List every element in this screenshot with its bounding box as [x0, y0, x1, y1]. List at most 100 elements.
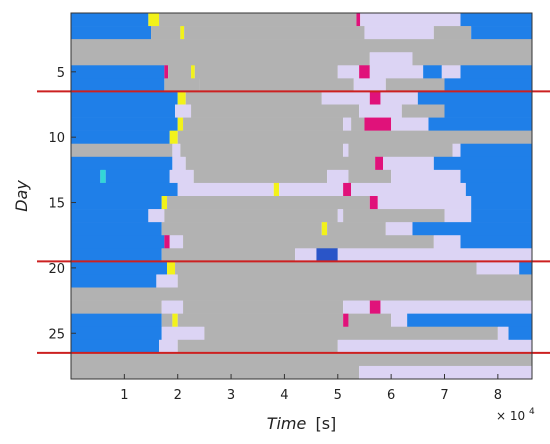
- heatmap-cell: [316, 248, 338, 262]
- separator-layer: [37, 90, 550, 354]
- x-axis-multiplier: × 10 4: [496, 407, 535, 423]
- heatmap-cell: [71, 117, 178, 131]
- heatmap-cell: [391, 117, 429, 131]
- heatmap-cell: [183, 300, 344, 314]
- heatmap-cell: [279, 182, 344, 197]
- heatmap-cell: [471, 196, 532, 210]
- heatmap-cell: [497, 326, 509, 341]
- heatmap-cell: [161, 222, 322, 236]
- heatmap-cell: [460, 65, 532, 79]
- heatmap-cell: [369, 52, 413, 66]
- heatmap-cell: [412, 222, 532, 236]
- y-tick-label: 15: [48, 197, 65, 212]
- heatmap-cell: [175, 104, 192, 118]
- x-axis-multiplier-base: × 10: [496, 409, 525, 423]
- heatmap-cell: [433, 26, 472, 40]
- heatmap-cell: [356, 13, 361, 27]
- heatmap-cell: [460, 13, 532, 27]
- x-axis-label-unit: [s]: [315, 414, 336, 433]
- heatmap-cell: [71, 365, 360, 380]
- heatmap-cell: [71, 313, 162, 328]
- y-tick-label: 25: [48, 327, 65, 342]
- heatmap-cell: [71, 196, 162, 210]
- heatmap-cell: [169, 130, 178, 145]
- heatmap-cell: [204, 326, 498, 341]
- heatmap-cell: [321, 222, 328, 236]
- heatmap-cell: [369, 91, 381, 105]
- x-tick-label: 1: [120, 388, 128, 403]
- heatmap-cell: [159, 13, 357, 27]
- heatmap-cell: [321, 91, 370, 105]
- heatmap-cell: [185, 91, 322, 105]
- heatmap-cell: [460, 143, 532, 158]
- heatmap-cell: [161, 326, 205, 341]
- heatmap-cell: [164, 209, 338, 223]
- heatmap-cell: [385, 222, 413, 236]
- heatmap-cell: [337, 339, 532, 354]
- x-tick-label: 5: [334, 388, 342, 403]
- x-axis-ticks: 1 2 3 4 5 6 7 8: [120, 374, 502, 403]
- heatmap-cell: [71, 26, 152, 40]
- heatmap-cell: [172, 313, 178, 328]
- heatmap-cell: [380, 91, 418, 105]
- heatmap-cell: [168, 65, 192, 79]
- heatmap-cell: [193, 169, 328, 184]
- heatmap-cell: [71, 222, 162, 236]
- heatmap-cell: [71, 352, 532, 367]
- heatmap-cell: [465, 182, 532, 197]
- heatmap-cell: [71, 143, 173, 158]
- heatmap-cell: [177, 130, 532, 145]
- heatmap-cell: [71, 339, 160, 354]
- heatmap-cell: [360, 13, 461, 27]
- heatmap-cell: [364, 26, 434, 40]
- heatmap-cell: [71, 39, 532, 53]
- heatmap-cell: [375, 156, 384, 171]
- heatmap-cell: [151, 26, 181, 40]
- heatmap-cell: [71, 130, 170, 145]
- cells-layer: [71, 13, 533, 380]
- heatmap-cell: [401, 104, 445, 118]
- y-axis-label: Day: [12, 180, 31, 212]
- heatmap-cell: [353, 78, 386, 92]
- heatmap-cell: [343, 143, 349, 158]
- heatmap-cell: [175, 261, 477, 275]
- heatmap-cell: [148, 209, 165, 223]
- heatmap-cell: [359, 365, 533, 380]
- heatmap-cell: [476, 261, 520, 275]
- heatmap-cell: [71, 209, 149, 223]
- heatmap-cell: [105, 169, 170, 184]
- heatmap-cell: [460, 235, 532, 249]
- x-tick-label: 4: [280, 388, 288, 403]
- heatmap-cell: [460, 169, 532, 184]
- heatmap-cell: [191, 104, 360, 118]
- heatmap-cell: [71, 274, 157, 288]
- heatmap-cell: [343, 209, 445, 223]
- heatmap-cell: [71, 52, 370, 66]
- heatmap-cell: [433, 156, 532, 171]
- heatmap-cell: [444, 78, 532, 92]
- heatmap-cell: [351, 117, 365, 131]
- heatmap-cell: [177, 91, 186, 105]
- y-axis-ticks: 5 10 15 20 25: [48, 66, 76, 342]
- heatmap-cell: [71, 287, 532, 301]
- x-tick-label: 8: [494, 388, 502, 403]
- heatmap-cell: [369, 65, 424, 79]
- x-axis-label-name: Time: [267, 414, 307, 433]
- heatmap-cell: [471, 209, 532, 223]
- heatmap-cell: [327, 169, 349, 184]
- heatmap-cell: [71, 300, 162, 314]
- heatmap-cell: [71, 13, 149, 27]
- heatmap-cell: [391, 313, 408, 328]
- x-tick-label: 3: [227, 388, 235, 403]
- heatmap-cell: [295, 248, 317, 262]
- heatmap-cell: [364, 117, 392, 131]
- heatmap-cell: [164, 235, 170, 249]
- heatmap-cell: [167, 196, 370, 210]
- heatmap-cell: [428, 117, 532, 131]
- heatmap-cell: [343, 300, 370, 314]
- heatmap-cell: [452, 143, 461, 158]
- heatmap-cell: [71, 248, 162, 262]
- heatmap-cell: [164, 65, 169, 79]
- heatmap-cell: [444, 104, 532, 118]
